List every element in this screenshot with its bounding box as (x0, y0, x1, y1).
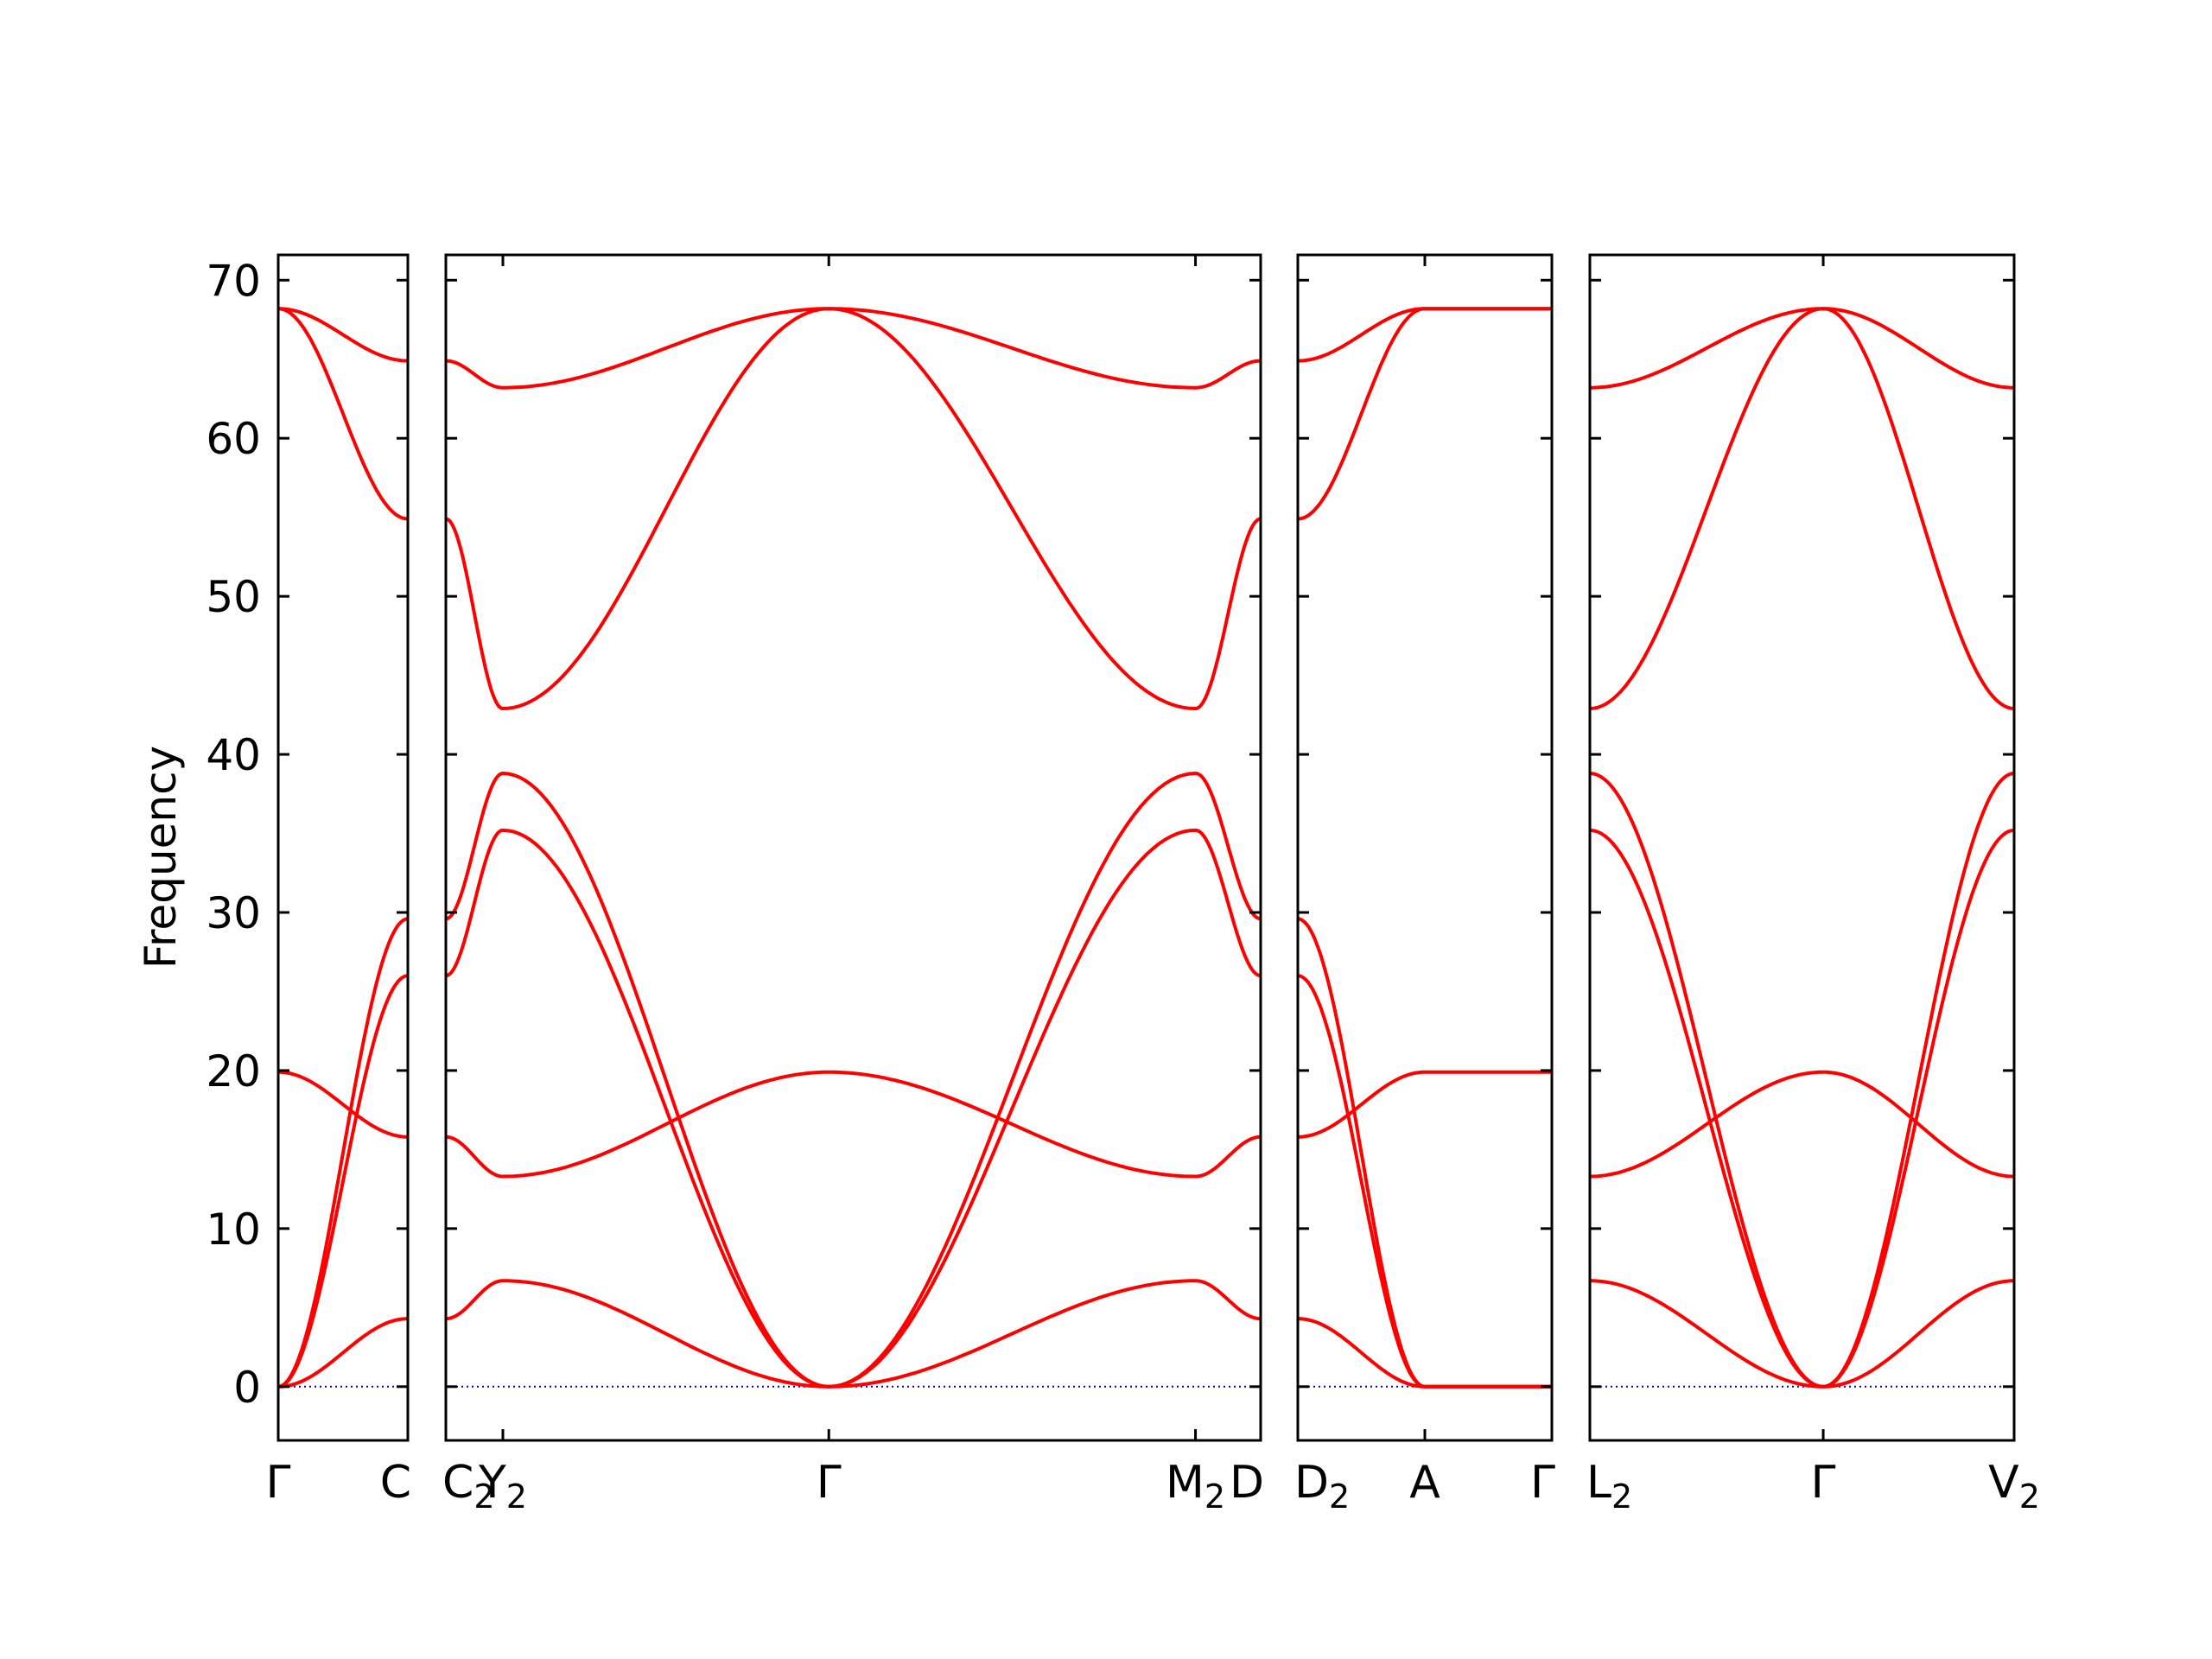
band-lines (1298, 307, 1552, 1389)
k-point-label: D (1230, 1457, 1264, 1509)
y-tick-label: 60 (206, 414, 261, 464)
k-point-label: D2 (1294, 1457, 1350, 1516)
band-6 (278, 307, 408, 363)
k-point-label: Γ (1530, 1457, 1555, 1509)
panel-frame (1588, 253, 2016, 1442)
k-point-label: V2 (1988, 1457, 2040, 1516)
band-lines (278, 307, 408, 1389)
y-tick-label: 30 (206, 888, 261, 938)
k-point-label-subscript: 2 (1329, 1478, 1350, 1516)
y-tick-label: 70 (206, 256, 261, 306)
y-tick-label: 10 (206, 1205, 261, 1255)
k-point-label: Γ (1811, 1457, 1836, 1509)
k-point-label: Γ (266, 1457, 291, 1509)
y-tick-label: 20 (206, 1046, 261, 1096)
k-point-label-main: V (1988, 1457, 2019, 1509)
band-6 (1298, 307, 1552, 363)
k-point-label: A (1409, 1457, 1440, 1509)
k-point-label-subscript: 2 (1205, 1478, 1225, 1516)
k-point-label: Γ (817, 1457, 842, 1509)
k-point-label-main: Γ (817, 1457, 842, 1509)
k-point-label: M2 (1166, 1457, 1225, 1516)
k-point-label-subscript: 2 (506, 1478, 527, 1516)
k-point-label: Y2 (478, 1457, 527, 1516)
band-2 (1590, 1070, 2014, 1179)
k-point-label-main: Γ (1530, 1457, 1555, 1509)
band-6 (1590, 307, 2014, 390)
k-point-label: C2 (442, 1457, 495, 1516)
band-2 (1298, 1070, 1552, 1139)
k-point-label-main: A (1409, 1457, 1440, 1509)
y-axis-title: Frequency (136, 746, 186, 969)
panel-2 (444, 253, 1262, 1442)
band-2 (446, 1070, 1261, 1179)
y-tick-label: 0 (233, 1363, 261, 1413)
k-point-label-main: C (442, 1457, 474, 1509)
band-lines (1590, 307, 2014, 1389)
band-4 (1298, 917, 1552, 1389)
band-1 (278, 1317, 408, 1389)
k-point-label-main: L (1586, 1457, 1611, 1509)
band-4 (1590, 772, 2014, 1389)
panel-1 (276, 253, 410, 1442)
k-point-label-main: Γ (266, 1457, 291, 1509)
panel-frame (276, 253, 410, 1442)
band-4 (278, 1070, 408, 1139)
band-5 (278, 307, 408, 521)
k-point-label-subscript: 2 (1611, 1478, 1632, 1516)
band-4 (446, 771, 1261, 1389)
k-point-label-subscript: 2 (474, 1478, 494, 1516)
band-6 (446, 307, 1261, 390)
k-point-label-subscript: 2 (2019, 1478, 2040, 1516)
panel-3 (1296, 253, 1554, 1442)
k-point-label: L2 (1586, 1457, 1632, 1516)
k-point-label-main: Y (478, 1457, 506, 1509)
panel-frame (444, 253, 1262, 1442)
band-lines (446, 307, 1261, 1389)
k-point-label-main: M (1166, 1457, 1205, 1509)
y-tick-label: 50 (206, 572, 261, 622)
k-point-label-main: D (1294, 1457, 1329, 1509)
band-3 (278, 917, 408, 1389)
y-tick-label: 40 (206, 730, 261, 780)
panel-4 (1588, 253, 2016, 1442)
k-point-label-main: Γ (1811, 1457, 1836, 1509)
k-point-label-main: C (380, 1457, 411, 1509)
k-point-label: C (380, 1457, 411, 1509)
k-point-label-main: D (1230, 1457, 1264, 1509)
